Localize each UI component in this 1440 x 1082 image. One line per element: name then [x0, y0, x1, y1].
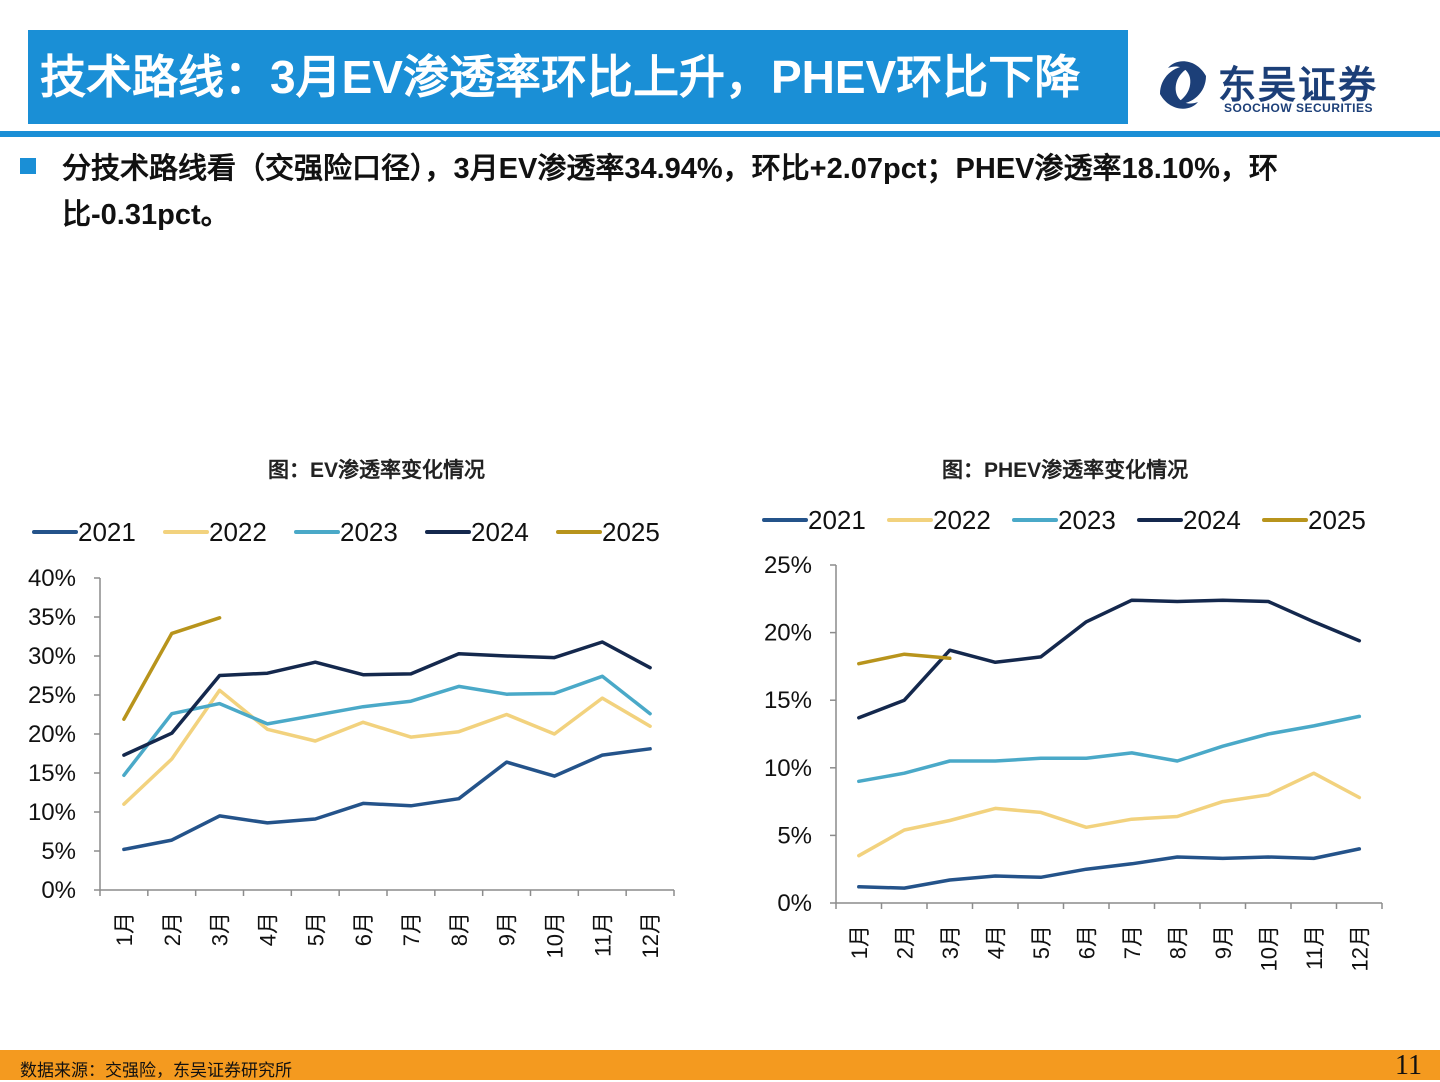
- ev-x-tick-label: 9月: [495, 912, 520, 946]
- ev-x-tick-label: 3月: [208, 912, 233, 946]
- ev-series-line-2022: [122, 688, 652, 806]
- logo-chinese-name: 东吴证券: [1218, 65, 1379, 107]
- ev-series-line-2021: [122, 747, 652, 852]
- ev-x-tick-label: 8月: [447, 912, 472, 946]
- summary-text: 分技术路线看（交强险口径），3月EV渗透率34.94%，环比+2.07pct；P…: [62, 153, 1278, 231]
- phev-series-line-2024: [857, 598, 1362, 720]
- phev-y-tick-label: 25%: [764, 552, 812, 579]
- phev-y-tick-label: 0%: [777, 890, 812, 917]
- phev-legend-label-2021: 2021: [808, 505, 866, 535]
- phev-legend-label-2023: 2023: [1058, 505, 1116, 535]
- ev-y-tick-label: 0%: [41, 877, 76, 904]
- phev-y-tick-label: 10%: [764, 755, 812, 782]
- brand-logo: 东吴证券 SOOCHOW SECURITIES: [1152, 56, 1382, 126]
- ev-legend-label-2023: 2023: [340, 517, 398, 547]
- ev-x-tick-label: 1月: [112, 912, 137, 946]
- phev-y-tick-label: 20%: [764, 620, 812, 647]
- phev-x-tick-label: 7月: [1120, 925, 1145, 959]
- logo-english-name: SOOCHOW SECURITIES: [1224, 101, 1374, 115]
- ev-series-line-2023: [122, 674, 652, 778]
- ev-series-line-2025: [122, 616, 222, 721]
- ev-y-tick-label: 10%: [28, 799, 76, 826]
- ev-x-tick-label: 12月: [638, 912, 663, 958]
- footer-bar: 数据来源：交强险，东吴证券研究所 11: [0, 1050, 1440, 1081]
- bullet-square-icon: [20, 158, 36, 174]
- ev-legend-label-2022: 2022: [209, 517, 267, 547]
- ev-x-tick-label: 4月: [255, 912, 280, 946]
- phev-x-tick-label: 8月: [1165, 925, 1190, 959]
- phev-y-tick-label: 5%: [777, 822, 812, 849]
- ev-y-tick-label: 35%: [28, 604, 76, 631]
- ev-x-tick-label: 5月: [303, 912, 328, 946]
- phev-x-tick-label: 12月: [1347, 925, 1372, 971]
- ev-x-tick-label: 2月: [160, 912, 185, 946]
- phev-x-tick-label: 9月: [1211, 925, 1236, 959]
- page-title: 技术路线：3月EV渗透率环比上升，PHEV环比下降: [28, 30, 1128, 124]
- phev-series-line-2021: [857, 847, 1362, 890]
- ev-x-tick-label: 11月: [590, 912, 615, 957]
- footer-source: 数据来源：交强险，东吴证券研究所: [20, 1061, 292, 1080]
- phev-x-tick-label: 5月: [1029, 925, 1054, 959]
- phev-y-tick-label: 15%: [764, 687, 812, 714]
- ev-y-tick-label: 30%: [28, 643, 76, 670]
- phev-legend-label-2022: 2022: [933, 505, 991, 535]
- phev-x-tick-label: 4月: [983, 925, 1008, 959]
- page-number: 11: [1395, 1050, 1422, 1081]
- phev-x-tick-label: 2月: [892, 925, 917, 959]
- ev-x-tick-label: 6月: [351, 912, 376, 946]
- phev-x-tick-label: 11月: [1302, 925, 1327, 970]
- phev-series-line-2023: [857, 714, 1362, 784]
- phev-series-line-2022: [857, 771, 1362, 858]
- ev-y-tick-label: 20%: [28, 721, 76, 748]
- ev-y-tick-label: 25%: [28, 682, 76, 709]
- ev-series-line-2024: [122, 640, 652, 757]
- phev-chart-title: 图：PHEV渗透率变化情况: [942, 459, 1189, 482]
- charts-canvas: 0% 5% 10% 15% 20% 25% 30% 35% 40% 1月 2月 3月 4月 5月 6月 7月 8…: [28, 505, 1383, 971]
- phev-legend-label-2025: 2025: [1308, 505, 1366, 535]
- header-divider: [0, 131, 1440, 137]
- ev-y-tick-label: 40%: [28, 565, 76, 592]
- ev-x-tick-label: 10月: [542, 912, 567, 958]
- soochow-logo-icon: [1160, 61, 1206, 109]
- phev-legend-label-2024: 2024: [1183, 505, 1241, 535]
- ev-legend-label-2021: 2021: [78, 517, 136, 547]
- ev-chart-title: 图：EV渗透率变化情况: [268, 459, 486, 482]
- phev-x-tick-label: 6月: [1074, 925, 1099, 959]
- ev-x-tick-label: 7月: [399, 912, 424, 946]
- ev-legend-label-2025: 2025: [602, 517, 660, 547]
- ev-y-tick-label: 5%: [41, 838, 76, 865]
- phev-x-tick-label: 10月: [1256, 925, 1281, 971]
- ev-legend-label-2024: 2024: [471, 517, 529, 547]
- ev-y-tick-label: 15%: [28, 760, 76, 787]
- phev-series-line-2025: [857, 652, 952, 666]
- phev-x-tick-label: 3月: [938, 925, 963, 959]
- phev-x-tick-label: 1月: [847, 925, 872, 959]
